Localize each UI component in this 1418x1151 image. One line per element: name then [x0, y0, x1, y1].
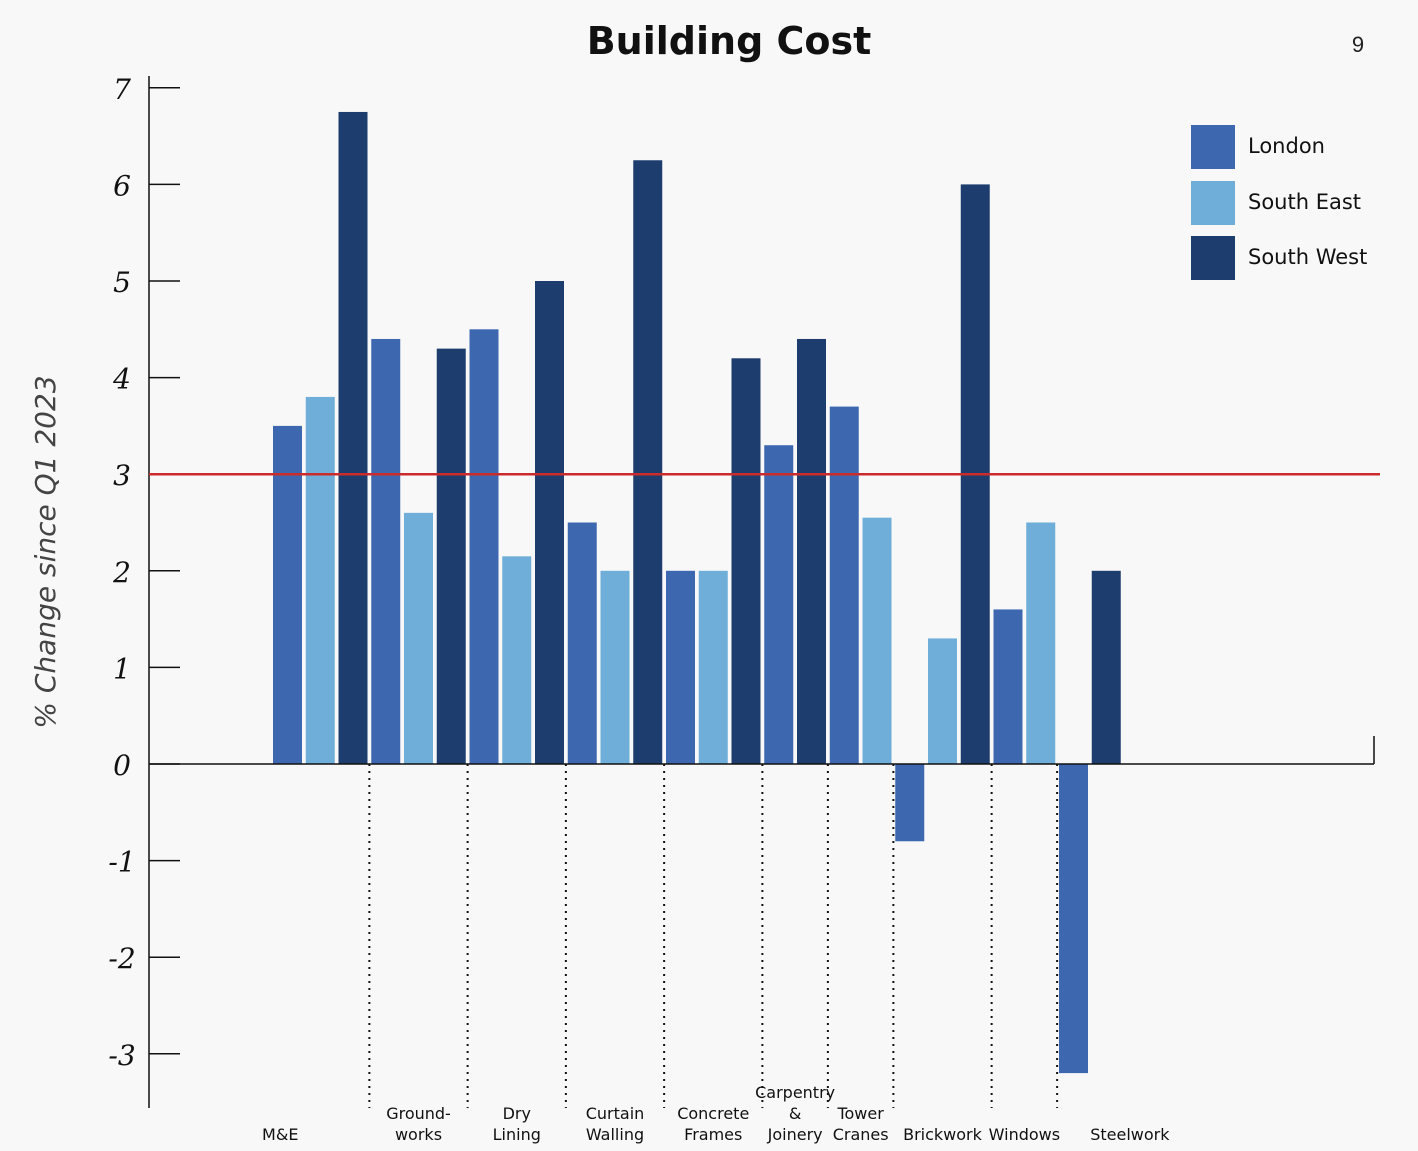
axes: [148, 76, 1380, 1108]
bar-brickwork-london: [895, 764, 925, 842]
bars: [273, 111, 1121, 1074]
legend-label-south-west: South West: [1248, 245, 1367, 269]
y-tick-label: 3: [113, 459, 131, 492]
legend-swatch-london: [1191, 125, 1235, 169]
bar-curtain-walling-south-west: [633, 160, 663, 764]
bar-concrete-frames-south-west: [731, 358, 761, 764]
x-tick-label-curtain-walling: Curtain Walling: [586, 1104, 645, 1144]
bar-ground-works-london: [371, 338, 401, 764]
bar-dry-lining-south-east: [502, 556, 532, 764]
bar-carpentry-joinery-london: [764, 445, 794, 764]
bar-concrete-frames-south-east: [698, 570, 728, 764]
bar-m-e-south-east: [305, 396, 335, 764]
y-tick-label: -1: [108, 846, 135, 879]
y-tick-label: 4: [112, 363, 131, 396]
x-tick-label-concrete-frames: Concrete Frames: [677, 1104, 749, 1144]
x-tick-label-tower-cranes: Tower Cranes: [833, 1104, 889, 1144]
legend-label-south-east: South East: [1248, 190, 1361, 214]
bar-dry-lining-london: [469, 329, 499, 764]
bar-m-e-london: [273, 425, 302, 764]
y-tick-label: 5: [113, 266, 131, 299]
bar-tower-cranes-south-east: [862, 517, 892, 764]
legend: London South East South West: [1191, 125, 1367, 280]
bar-curtain-walling-south-east: [600, 570, 630, 764]
chart-title: Building Cost: [587, 19, 872, 63]
y-axis-ticks: 7 6 5 4 3 2 1 0 -1 -2 -3: [108, 73, 180, 1072]
y-tick-label: 7: [113, 73, 131, 106]
bar-steelwork-london: [1059, 764, 1088, 1074]
legend-swatch-south-east: [1191, 181, 1235, 225]
page-number: 9: [1352, 32, 1364, 57]
x-tick-label-m-e: M&E: [262, 1125, 298, 1144]
x-tick-label-carpentry-joinery: Carpentry & Joinery: [755, 1083, 835, 1144]
y-tick-label: 0: [113, 749, 131, 782]
x-tick-label-windows: Windows: [989, 1125, 1060, 1144]
bar-ground-works-south-east: [404, 512, 433, 764]
x-tick-label-steelwork: Steelwork: [1090, 1125, 1170, 1144]
y-tick-label: 6: [113, 169, 131, 202]
bar-curtain-walling-london: [567, 522, 597, 764]
legend-swatch-south-west: [1191, 236, 1235, 280]
y-tick-label: -2: [108, 942, 135, 975]
x-axis-category-labels: M&E Ground-works Dry Lining Curtain Walling Co…: [262, 1083, 1170, 1144]
y-tick-label: -3: [108, 1039, 135, 1072]
bar-windows-london: [993, 609, 1023, 764]
y-axis-label: % Change since Q1 2023: [29, 375, 62, 728]
y-tick-label: 2: [112, 556, 131, 589]
bar-concrete-frames-london: [666, 570, 695, 764]
bar-carpentry-joinery-south-west: [797, 338, 826, 764]
x-tick-label-dry-lining: Dry Lining: [493, 1104, 541, 1144]
bar-windows-south-east: [1026, 522, 1056, 764]
y-tick-label: 1: [113, 652, 131, 685]
bar-dry-lining-south-west: [535, 281, 564, 764]
x-tick-label-ground-works: Ground-works: [386, 1104, 451, 1144]
x-tick-label-brickwork: Brickwork: [903, 1125, 983, 1144]
bar-ground-works-south-west: [436, 348, 466, 764]
bar-brickwork-south-east: [928, 638, 957, 764]
bar-m-e-south-west: [338, 111, 368, 764]
legend-label-london: London: [1248, 134, 1325, 158]
bar-tower-cranes-london: [829, 406, 859, 764]
bar-steelwork-south-west: [1091, 570, 1121, 764]
